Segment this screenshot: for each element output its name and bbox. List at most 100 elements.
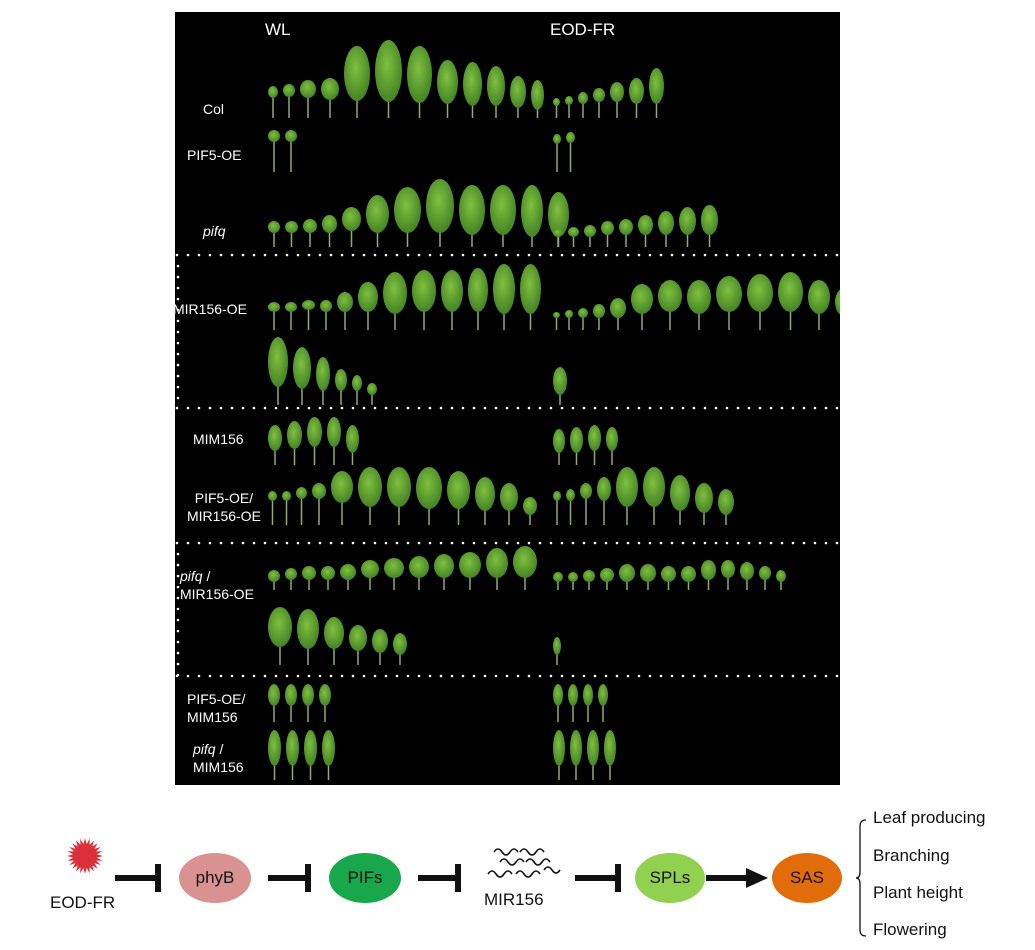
separator-dot bbox=[571, 406, 575, 410]
separator-dot bbox=[714, 541, 718, 545]
leaf bbox=[447, 471, 470, 509]
separator-dot bbox=[263, 541, 267, 545]
separator-dot bbox=[176, 352, 180, 356]
leaf bbox=[287, 421, 302, 449]
leaf bbox=[776, 570, 786, 582]
separator-dot bbox=[197, 406, 201, 410]
separator-dot bbox=[175, 406, 179, 410]
separator-dot bbox=[659, 674, 663, 678]
leaf bbox=[312, 483, 326, 499]
separator-dot bbox=[329, 541, 333, 545]
separator-dot bbox=[582, 674, 586, 678]
leaf bbox=[268, 570, 280, 582]
leaf bbox=[285, 302, 297, 312]
leaf bbox=[606, 427, 618, 451]
leaf bbox=[322, 730, 335, 766]
separator-dot bbox=[637, 541, 641, 545]
separator-dot bbox=[406, 406, 410, 410]
separator-dot bbox=[428, 541, 432, 545]
separator-dot bbox=[241, 541, 245, 545]
separator-dot bbox=[802, 253, 806, 257]
separator-dot bbox=[560, 541, 564, 545]
label-line2: MIR156-OE bbox=[187, 508, 261, 524]
separator-dot bbox=[780, 674, 784, 678]
separator-dot bbox=[329, 674, 333, 678]
leaf bbox=[681, 566, 696, 582]
leaf bbox=[322, 215, 337, 233]
separator-dot bbox=[230, 253, 234, 257]
separator-dot bbox=[648, 253, 652, 257]
separator-dot bbox=[505, 406, 509, 410]
separator-dot bbox=[472, 674, 476, 678]
separator-dot bbox=[406, 674, 410, 678]
separator-dot bbox=[681, 406, 685, 410]
leaf bbox=[584, 225, 596, 237]
leaf bbox=[304, 730, 317, 766]
leaf bbox=[302, 566, 316, 580]
separator-dot bbox=[813, 406, 817, 410]
leaf bbox=[486, 548, 508, 578]
leaf bbox=[778, 272, 803, 312]
row-label-pif5-oe: PIF5-OE bbox=[187, 147, 242, 163]
separator-dot bbox=[714, 406, 718, 410]
leaf bbox=[649, 68, 664, 104]
separator-dot bbox=[813, 253, 817, 257]
leaf bbox=[493, 264, 515, 314]
separator-dot bbox=[670, 406, 674, 410]
separator-dot bbox=[373, 253, 377, 257]
separator-dot bbox=[538, 253, 542, 257]
separator-dot bbox=[263, 253, 267, 257]
leaf bbox=[268, 130, 280, 142]
node-sas: SAS bbox=[772, 853, 842, 903]
leaf bbox=[297, 609, 319, 649]
output-branching: Branching bbox=[873, 846, 950, 865]
leaf bbox=[566, 489, 575, 501]
separator-dot bbox=[274, 253, 278, 257]
leaf bbox=[303, 219, 317, 233]
separator-dot bbox=[670, 541, 674, 545]
separator-dot bbox=[241, 406, 245, 410]
separator-dot bbox=[483, 541, 487, 545]
separator-dot bbox=[824, 541, 828, 545]
separator-dot bbox=[549, 674, 553, 678]
separator-dot bbox=[208, 674, 212, 678]
separator-dot bbox=[439, 674, 443, 678]
separator-dot bbox=[703, 541, 707, 545]
separator-dot bbox=[285, 674, 289, 678]
separator-dot bbox=[626, 674, 630, 678]
leaf bbox=[358, 467, 382, 507]
separator-dot bbox=[176, 297, 180, 301]
separator-dot bbox=[219, 674, 223, 678]
separator-dot bbox=[296, 674, 300, 678]
leaf bbox=[268, 86, 278, 98]
separator-dot bbox=[615, 253, 619, 257]
leaf bbox=[531, 80, 544, 110]
label-line1: PIF5-OE/ bbox=[187, 691, 246, 707]
separator-dot bbox=[813, 674, 817, 678]
leaf bbox=[510, 76, 526, 108]
leaf bbox=[643, 467, 665, 507]
leaf bbox=[321, 78, 339, 100]
separator-dot bbox=[176, 640, 180, 644]
separator-dot bbox=[307, 674, 311, 678]
separator-dot bbox=[472, 253, 476, 257]
leaf bbox=[565, 96, 573, 105]
separator-dot bbox=[758, 406, 762, 410]
separator-dot bbox=[692, 253, 696, 257]
leaf bbox=[553, 429, 565, 453]
separator-dot bbox=[615, 406, 619, 410]
separator-dot bbox=[714, 253, 718, 257]
leaf bbox=[553, 730, 565, 766]
leaf bbox=[366, 195, 389, 233]
leaf bbox=[387, 467, 411, 507]
separator-dot bbox=[176, 341, 180, 345]
separator-dot bbox=[637, 674, 641, 678]
leaf bbox=[342, 207, 361, 231]
leaf bbox=[335, 369, 347, 391]
leaf bbox=[426, 179, 454, 233]
separator-dot bbox=[373, 406, 377, 410]
separator-dot bbox=[175, 541, 179, 545]
leaf bbox=[566, 132, 575, 143]
separator-dot bbox=[340, 541, 344, 545]
separator-dot bbox=[340, 406, 344, 410]
